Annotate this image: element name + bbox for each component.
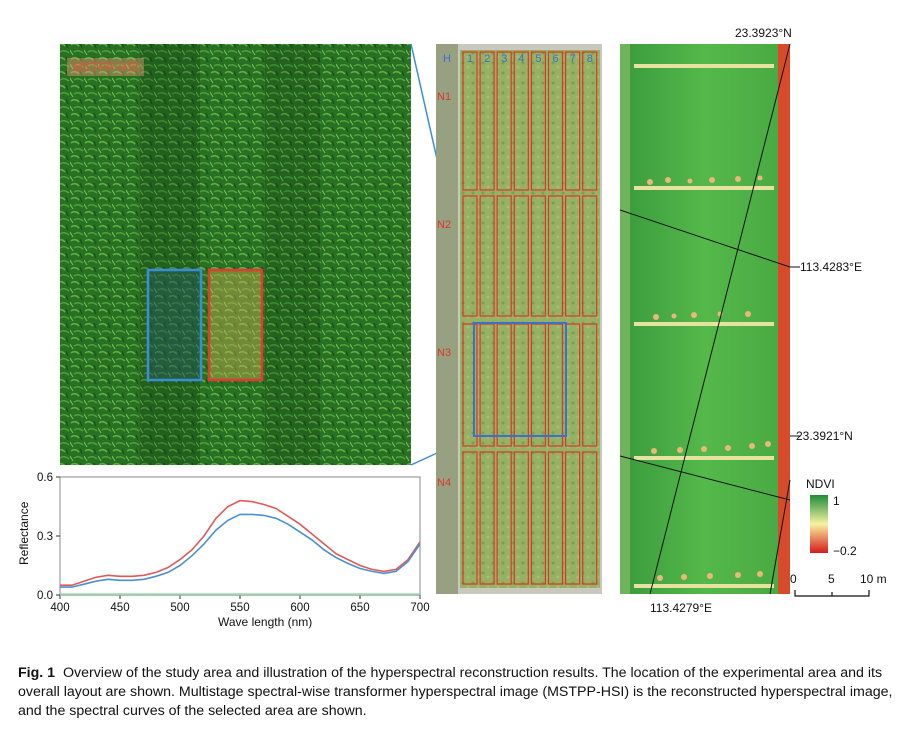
plot-cell-r2-c2 [479,195,495,317]
series-line-1 [60,499,421,587]
ndvi-legend-bar [810,495,828,553]
spectrum-strip [60,593,420,596]
ndvi-panel [619,43,800,595]
plot-cell-r2-c5 [530,195,547,317]
plot-cell-r4-c5 [530,451,547,585]
plot-cell-r4-c1 [462,451,478,585]
layout-blue-box [473,322,567,437]
plot-cell-r2-c8 [582,195,598,317]
layout-labels: H 1 2 3 4 5 6 7 8 N1 N2 N3 N4 [437,53,593,489]
y-tick-label-0.0: 0.0 [37,590,53,602]
ndvi-legend-title: NDVI [806,477,835,491]
column-label-7: 7 [570,53,576,65]
column-label-3: 3 [501,53,507,65]
plot-cell-r2-c6 [547,195,564,317]
plot-cell-r2-c7 [564,195,581,317]
mstpp-hsi-label: MSTPP-HSI [67,58,145,76]
figure-caption: Fig. 1 Overview of the study area and il… [18,664,898,721]
plot-cell-r1-c4 [513,51,529,191]
plot-cell-r1-c3 [496,51,512,191]
column-label-1: 1 [467,53,473,65]
lon-right-label: 113.4283°E [800,260,862,274]
plot-cell-r4-c2 [479,451,495,585]
y-ticks: 0.0 0.3 0.6 [37,472,60,602]
x-axis-label: Wave length (nm) [218,615,312,629]
plot-cell-r3-c1 [462,323,478,447]
scale-tick-5: 5 [828,572,835,586]
column-label-6: 6 [553,53,559,65]
layout-panel: H 1 2 3 4 5 6 7 8 N1 N2 N3 N4 [436,44,602,594]
plot-cell-r1-c2 [479,51,495,191]
y-tick-label-0.3: 0.3 [37,531,53,543]
plot-cell-r1-c1 [462,51,478,191]
plot-cell-r4-c4 [513,451,529,585]
x-tick-label-700: 700 [410,602,429,614]
x-tick-label-600: 600 [290,602,309,614]
series-line-2 [60,513,421,588]
y-tick-label-0.6: 0.6 [37,472,53,484]
plot-cell-r2-c3 [496,195,512,317]
plot-cell-r2-c4 [513,195,529,317]
plot-cell-r4-c7 [564,451,581,585]
spectral-plot: 400 450 500 550 600 650 700 0.0 0.3 0.6 Wave len… [17,472,430,629]
plot-cell-r3-c8 [582,323,598,447]
scale-tick-10: 10 m [860,572,887,586]
column-label-2: 2 [484,53,490,65]
x-tick-label-650: 650 [350,602,369,614]
caption-label: Fig. 1 [18,665,56,681]
series-lines [60,499,421,588]
x-tick-label-400: 400 [50,602,69,614]
row-label-N4: N4 [437,477,451,489]
column-label-4: 4 [518,53,524,65]
caption-text: Overview of the study area and illustrat… [18,665,893,719]
ndvi-legend-min: −0.2 [833,544,857,558]
plot-grid [462,51,598,585]
lat-right-label: 23.3921°N [796,429,853,443]
column-label-5: 5 [535,53,541,65]
row-label-N3: N3 [437,347,451,359]
column-label-H: H [443,53,451,65]
plot-cell-r1-c5 [530,51,547,191]
plot-cell-r1-c8 [582,51,598,191]
x-tick-label-450: 450 [110,602,129,614]
plot-cell-r4-c3 [496,451,512,585]
plot-cell-r4-c6 [547,451,564,585]
plot-cell-r2-c1 [462,195,478,317]
y-axis-label: Reflectance [17,501,31,565]
plot-cell-r1-c6 [547,51,564,191]
red-selection-box [207,268,264,382]
lat-top-label: 23.3923°N [735,26,792,40]
crop-zoom-panel [60,44,411,465]
row-label-N2: N2 [437,219,451,231]
row-label-N1: N1 [437,91,451,103]
plot-cell-r1-c7 [564,51,581,191]
x-tick-label-500: 500 [170,602,189,614]
lon-bottom-label: 113.4279°E [650,601,712,615]
ndvi-legend-max: 1 [833,494,840,508]
scale-tick-0: 0 [790,572,797,586]
plot-cell-r4-c8 [582,451,598,585]
x-tick-label-550: 550 [230,602,249,614]
blue-selection-box [146,268,203,382]
column-label-8: 8 [587,53,593,65]
x-ticks: 400 450 500 550 600 650 700 [50,595,430,614]
scale-bar [794,590,870,597]
